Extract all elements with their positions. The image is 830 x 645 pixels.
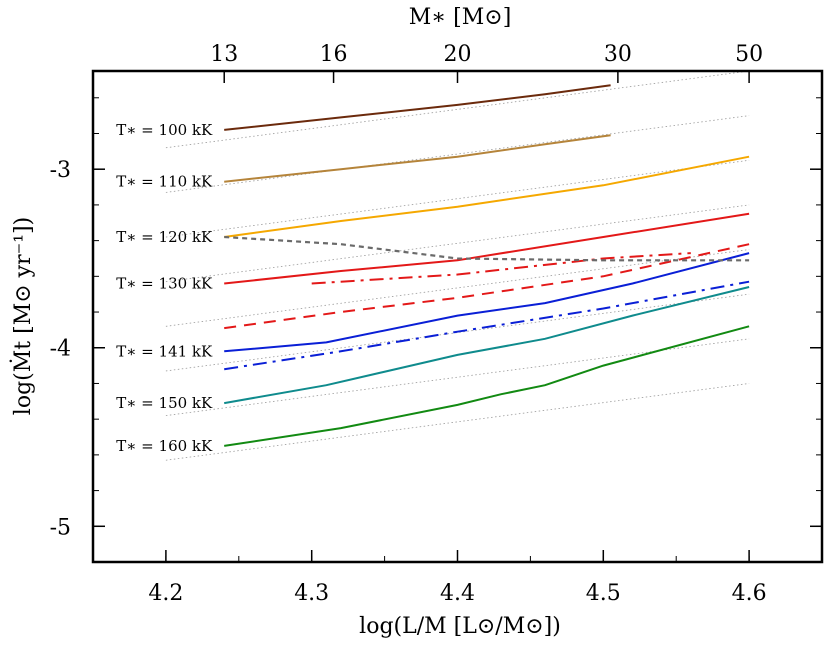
- series-lines: [224, 84, 750, 447]
- x-tick-label: 4.6: [732, 581, 767, 606]
- top-axis-title: M∗ [M⊙]: [409, 5, 512, 30]
- series-label: T∗ = 110 kK: [116, 173, 213, 191]
- series-line: [224, 325, 750, 447]
- x-tick-label: 4.5: [586, 581, 621, 606]
- series-label: T∗ = 141 kK: [116, 342, 213, 360]
- series-label: T∗ = 130 kK: [116, 274, 213, 292]
- series-line: [224, 134, 611, 183]
- series-label: T∗ = 100 kK: [116, 121, 213, 139]
- x-tick-label: 4.2: [148, 581, 183, 606]
- series-labels: T∗ = 100 kK T∗ = 110 kK T∗ = 120 kK T∗ = 13…: [116, 121, 213, 455]
- y-tick-label: -3: [50, 158, 71, 183]
- top-tick-label: 13: [210, 42, 238, 67]
- series-line: [224, 243, 750, 330]
- series-line: [224, 212, 750, 285]
- y-tick-label: -4: [50, 337, 71, 362]
- x-tick-label: 4.3: [294, 581, 329, 606]
- reference-line: [165, 159, 750, 238]
- ticks: [92, 71, 823, 563]
- reference-line: [165, 204, 750, 283]
- reference-line: [165, 383, 750, 461]
- series-label: T∗ = 150 kK: [116, 394, 213, 412]
- y-axis-title: log(Ṁt [M⊙ yr⁻¹]): [9, 217, 36, 415]
- series-line: [224, 235, 750, 262]
- tick-labels: 4.2 4.3 4.4 4.5 4.6 -5 -4 -3 13 16 20 30 50: [50, 42, 767, 606]
- top-tick-label: 30: [604, 42, 632, 67]
- x-axis-title: log(L/M [L⊙/M⊙]): [359, 614, 561, 639]
- y-tick-label: -5: [50, 515, 71, 540]
- reference-lines: [165, 70, 750, 461]
- top-tick-label: 16: [320, 42, 348, 67]
- series-line: [224, 84, 611, 131]
- top-tick-label: 50: [735, 42, 763, 67]
- x-tick-label: 4.4: [440, 581, 475, 606]
- series-label: T∗ = 160 kK: [116, 437, 213, 455]
- series-line: [224, 286, 750, 405]
- series-line: [224, 155, 750, 238]
- series-line: [224, 280, 750, 371]
- series-label: T∗ = 120 kK: [116, 228, 213, 246]
- series-line: [224, 252, 750, 353]
- top-tick-label: 20: [444, 42, 472, 67]
